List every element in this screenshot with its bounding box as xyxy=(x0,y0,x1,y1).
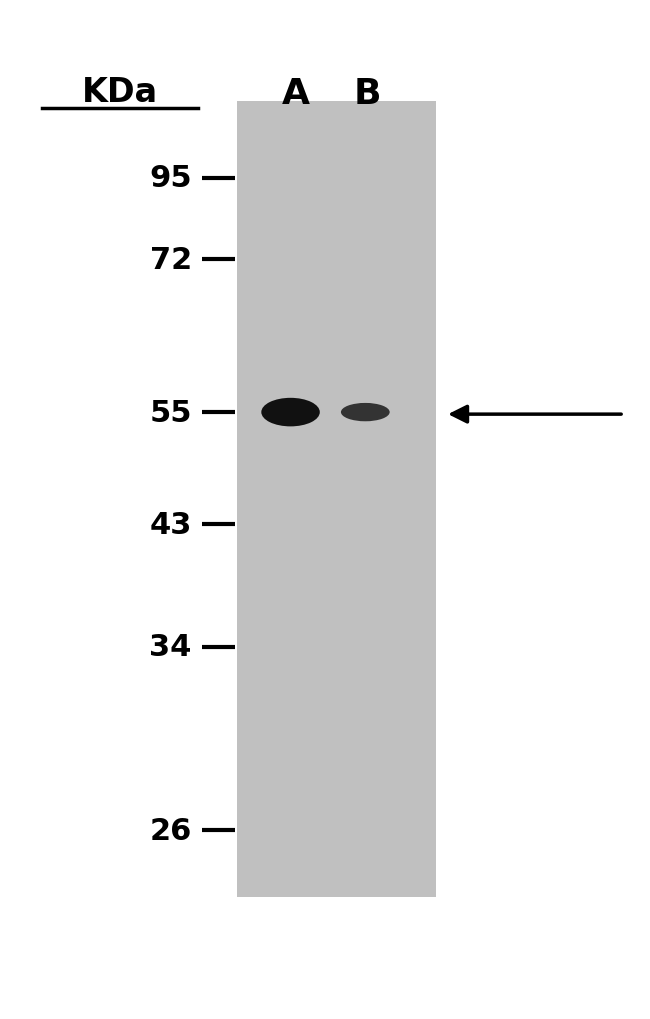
Text: 55: 55 xyxy=(150,398,192,427)
Bar xyxy=(237,102,436,897)
Text: KDa: KDa xyxy=(82,76,159,109)
Text: 95: 95 xyxy=(149,164,192,193)
Text: A: A xyxy=(281,76,310,110)
Text: 43: 43 xyxy=(150,511,192,539)
Ellipse shape xyxy=(341,404,390,422)
Text: B: B xyxy=(354,76,381,110)
Ellipse shape xyxy=(261,398,320,427)
Text: 26: 26 xyxy=(150,816,192,845)
Text: 72: 72 xyxy=(150,246,192,274)
Text: 34: 34 xyxy=(150,633,192,661)
